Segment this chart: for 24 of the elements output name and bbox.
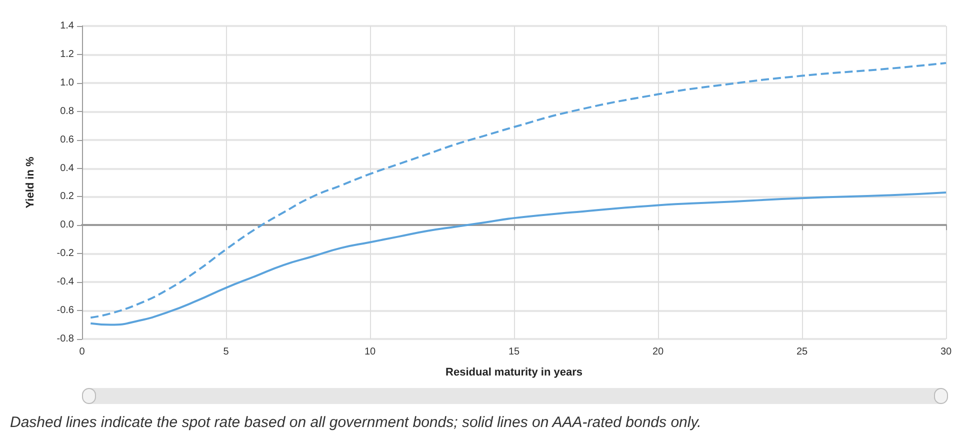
x-tick-label: 5	[223, 346, 230, 358]
y-tick-label: -0.8	[56, 334, 74, 344]
x-tick-label: 30	[940, 346, 952, 358]
line-series	[90, 191, 947, 326]
y-tick-label: -0.6	[56, 305, 74, 316]
x-tick-label: 20	[652, 346, 664, 358]
y-tick-label: 1.2	[60, 48, 74, 60]
x-tick-label: 10	[364, 346, 376, 358]
y-tick-label: 0.4	[60, 162, 74, 174]
y-tick-label: 0.6	[60, 134, 74, 146]
y-tick-label: 0.2	[60, 191, 74, 202]
y-tick-label: 0.0	[60, 220, 74, 231]
text: Dashed lines indicate the spot rate based on all government bonds; solid lines on AAA-rated bonds only.	[10, 414, 702, 431]
y-tick-label: 1.0	[60, 77, 74, 88]
y-tick-label: -0.2	[56, 248, 74, 260]
x-axis-title: Residual maturity in years	[446, 366, 582, 378]
x-tick-label: 0	[79, 346, 86, 358]
line-series	[90, 62, 947, 319]
y-axis-title: Yield in %	[24, 156, 36, 208]
y-tick-label: 0.8	[60, 106, 74, 117]
y-tick-label: 1.4	[60, 20, 74, 32]
x-tick-label: 15	[508, 346, 520, 358]
y-tick-label: -0.4	[56, 276, 74, 288]
x-tick-label: 25	[796, 346, 808, 358]
